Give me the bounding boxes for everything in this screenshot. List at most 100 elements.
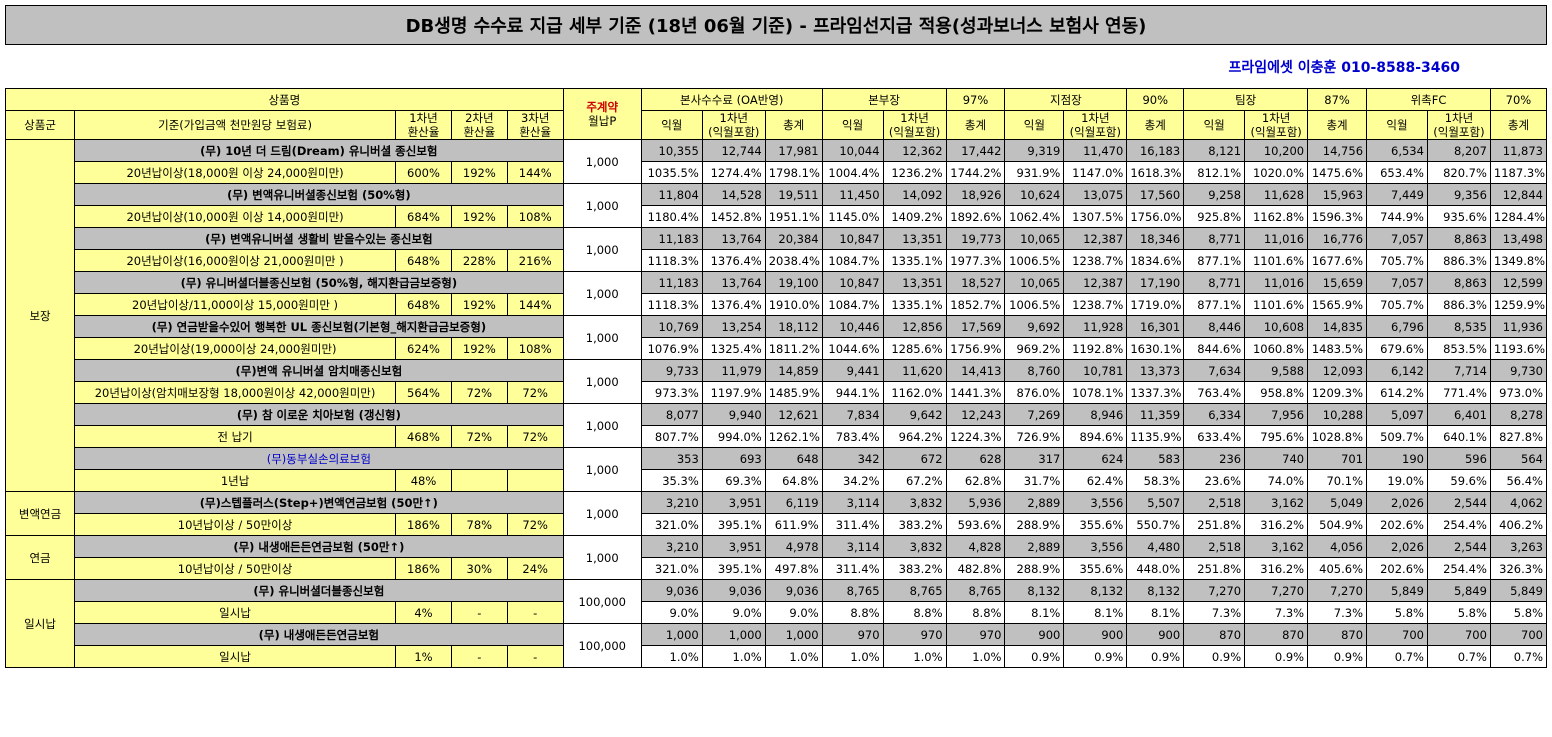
commission-rate: 251.8% xyxy=(1183,557,1246,580)
sub-header-year1: 1차년 (익월포함) xyxy=(882,110,947,140)
commission-table: 상품명 주계약 월납P 본사수수료 (OA반영) 본부장 97% 지점장 90% 팀장 87% 위촉… xyxy=(4,88,1548,668)
premium-amount: 100,000 xyxy=(562,623,642,668)
commission-rate: 0.9% xyxy=(1183,645,1246,668)
commission-rate: 1236.2% xyxy=(882,161,947,184)
sub-header-total: 총계 xyxy=(1489,110,1548,140)
commission-amount: 596 xyxy=(1426,447,1491,470)
commission-rate: 1.0% xyxy=(640,645,703,668)
commission-amount: 4,480 xyxy=(1126,535,1185,558)
commission-rate: 1325.4% xyxy=(701,337,766,360)
commission-rate: 509.7% xyxy=(1366,425,1428,448)
commission-amount: 4,056 xyxy=(1307,535,1368,558)
level-header: 본부장 xyxy=(821,88,947,111)
commission-amount: 8,132 xyxy=(1063,579,1128,602)
commission-amount: 8,446 xyxy=(1183,315,1246,338)
commission-rate: 355.6% xyxy=(1063,513,1128,536)
commission-amount: 3,210 xyxy=(640,535,703,558)
level-rate: 90% xyxy=(1126,88,1185,111)
commission-rate: 1.0% xyxy=(882,645,947,668)
commission-amount: 13,351 xyxy=(882,227,947,250)
commission-amount: 9,036 xyxy=(764,579,823,602)
commission-amount: 14,528 xyxy=(701,183,766,206)
commission-rate: 1078.1% xyxy=(1063,381,1128,404)
year1-rate: 186% xyxy=(395,557,452,580)
commission-amount: 14,092 xyxy=(882,183,947,206)
commission-amount: 14,859 xyxy=(764,359,823,382)
commission-amount: 10,065 xyxy=(1004,271,1065,294)
commission-rate: 56.4% xyxy=(1489,469,1548,492)
year1-rate-header: 1차년 환산율 xyxy=(395,110,452,140)
commission-amount: 693 xyxy=(701,447,766,470)
commission-rate: 1951.1% xyxy=(764,205,823,228)
commission-rate: 64.8% xyxy=(764,469,823,492)
commission-rate: 448.0% xyxy=(1126,557,1185,580)
sub-header-total: 총계 xyxy=(1307,110,1368,140)
commission-rate: 1145.0% xyxy=(821,205,884,228)
commission-rate: 5.8% xyxy=(1426,601,1491,624)
commission-amount: 628 xyxy=(945,447,1006,470)
commission-rate: 1101.6% xyxy=(1244,293,1309,316)
commission-rate: 1197.9% xyxy=(701,381,766,404)
commission-rate: 321.0% xyxy=(640,557,703,580)
year3-rate: - xyxy=(506,601,564,624)
commission-amount: 3,951 xyxy=(701,535,766,558)
commission-rate: 633.4% xyxy=(1183,425,1246,448)
commission-rate: 1719.0% xyxy=(1126,293,1185,316)
commission-amount: 7,270 xyxy=(1183,579,1246,602)
commission-amount: 12,362 xyxy=(882,139,947,162)
commission-amount: 970 xyxy=(945,623,1006,646)
commission-amount: 6,796 xyxy=(1366,315,1428,338)
premium-condition: 20년납이상(16,000원이상 21,000원미만 ) xyxy=(74,249,397,272)
commission-rate: 1.0% xyxy=(945,645,1006,668)
commission-amount: 10,624 xyxy=(1004,183,1065,206)
commission-amount: 14,413 xyxy=(945,359,1006,382)
commission-rate: 383.2% xyxy=(882,557,947,580)
commission-rate: 7.3% xyxy=(1183,601,1246,624)
commission-amount: 11,450 xyxy=(821,183,884,206)
commission-rate: 0.7% xyxy=(1366,645,1428,668)
commission-amount: 11,628 xyxy=(1244,183,1309,206)
sub-header-total: 총계 xyxy=(764,110,823,140)
commission-amount: 870 xyxy=(1307,623,1368,646)
product-group: 연금 xyxy=(4,535,76,580)
commission-amount: 7,270 xyxy=(1307,579,1368,602)
commission-amount: 700 xyxy=(1366,623,1428,646)
commission-amount: 3,556 xyxy=(1063,535,1128,558)
commission-rate: 497.8% xyxy=(764,557,823,580)
level-header: 본사수수료 (OA반영) xyxy=(640,88,823,111)
year3-rate: 216% xyxy=(506,249,564,272)
commission-amount: 19,773 xyxy=(945,227,1006,250)
commission-rate: 611.9% xyxy=(764,513,823,536)
commission-rate: 19.0% xyxy=(1366,469,1428,492)
commission-rate: 8.1% xyxy=(1126,601,1185,624)
commission-amount: 8,077 xyxy=(640,403,703,426)
commission-amount: 12,856 xyxy=(882,315,947,338)
commission-rate: 958.8% xyxy=(1244,381,1309,404)
commission-rate: 1756.0% xyxy=(1126,205,1185,228)
commission-amount: 11,979 xyxy=(701,359,766,382)
commission-amount: 11,620 xyxy=(882,359,947,382)
premium-amount: 1,000 xyxy=(562,139,642,184)
commission-rate: 640.1% xyxy=(1426,425,1491,448)
commission-amount: 2,026 xyxy=(1366,535,1428,558)
commission-rate: 964.2% xyxy=(882,425,947,448)
commission-amount: 9,441 xyxy=(821,359,884,382)
commission-amount: 9,730 xyxy=(1489,359,1548,382)
commission-amount: 2,889 xyxy=(1004,535,1065,558)
commission-amount: 5,049 xyxy=(1307,491,1368,514)
commission-amount: 13,254 xyxy=(701,315,766,338)
commission-rate: 9.0% xyxy=(701,601,766,624)
commission-amount: 15,659 xyxy=(1307,271,1368,294)
commission-rate: 763.4% xyxy=(1183,381,1246,404)
commission-rate: 1006.5% xyxy=(1004,293,1065,316)
commission-amount: 6,142 xyxy=(1366,359,1428,382)
commission-amount: 8,946 xyxy=(1063,403,1128,426)
product-name: (무) 연금받을수있어 행복한 UL 종신보험(기본형_해지환급금보증형) xyxy=(74,315,564,338)
year1-rate: 1% xyxy=(395,645,452,668)
commission-rate: 771.4% xyxy=(1426,381,1491,404)
page-title: DB생명 수수료 지급 세부 기준 (18년 06월 기준) - 프라임선지급 … xyxy=(5,5,1547,45)
commission-rate: 0.7% xyxy=(1489,645,1548,668)
commission-amount: 16,301 xyxy=(1126,315,1185,338)
commission-amount: 870 xyxy=(1183,623,1246,646)
commission-amount: 14,756 xyxy=(1307,139,1368,162)
